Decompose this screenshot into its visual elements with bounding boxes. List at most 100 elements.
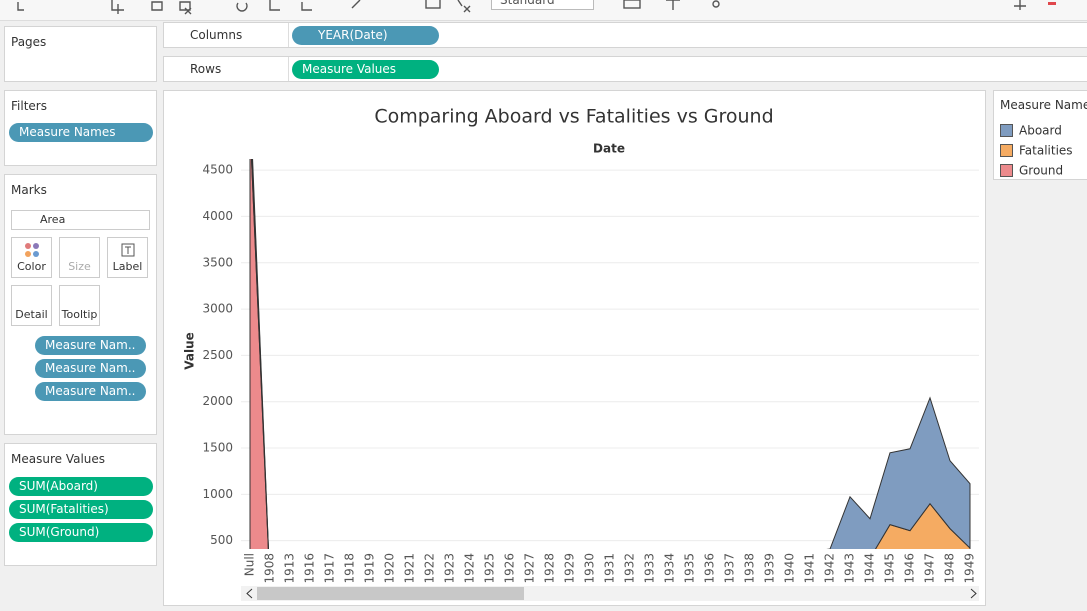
legend-title: Measure Names	[1000, 98, 1087, 112]
x-tick-label: 1928	[543, 553, 557, 584]
card-title: Marks	[11, 183, 47, 197]
y-axis-title: Value	[183, 332, 197, 370]
y-tick-label: 2500	[202, 348, 233, 362]
x-tick-label: 1939	[763, 553, 777, 584]
x-tick-label: 1949	[963, 553, 977, 584]
mark-pill[interactable]: Measure Nam..	[35, 336, 146, 355]
button-label: Label	[112, 260, 143, 273]
size-button[interactable]: Size	[59, 237, 100, 278]
view-dropdown[interactable]: Standard	[491, 0, 594, 10]
card-title: Pages	[11, 35, 47, 49]
tooltip-button[interactable]: Tooltip	[59, 285, 100, 326]
x-tick-label: 1936	[703, 553, 717, 584]
share-icon	[1048, 2, 1056, 5]
rows-shelf: Rows Measure Values	[163, 56, 1087, 82]
mark-pill[interactable]: Measure Nam..	[35, 359, 146, 378]
shelf-label: Rows	[190, 62, 222, 76]
button-label: Size	[68, 260, 91, 273]
measure-values-card: Measure Values SUM(Aboard) SUM(Fatalitie…	[4, 443, 157, 566]
x-tick-label: 1923	[443, 553, 457, 584]
legend-swatch	[1000, 124, 1013, 137]
legend-label: Fatalities	[1019, 143, 1073, 158]
legend-label: Ground	[1019, 163, 1064, 178]
y-tick-label: 3500	[202, 255, 233, 269]
x-tick-label: 1934	[663, 553, 677, 584]
card-title: Filters	[11, 99, 47, 113]
measure-pill[interactable]: SUM(Aboard)	[9, 477, 153, 496]
button-label: Tooltip	[61, 308, 98, 321]
icon	[24, 243, 39, 257]
x-tick-label: 1917	[323, 553, 337, 584]
x-tick-label: 1933	[643, 553, 657, 584]
x-tick-label: 1927	[523, 553, 537, 584]
x-tick-label: Null	[243, 553, 257, 576]
x-tick-label: 1947	[923, 553, 937, 584]
x-tick-label: 1919	[363, 553, 377, 584]
chart-title: Comparing Aboard vs Fatalities vs Ground	[374, 106, 773, 128]
toolbar: Standard	[0, 0, 1087, 21]
legend-entry[interactable]: Aboard	[1000, 123, 1062, 138]
button-label: Color	[17, 260, 46, 273]
chart: Comparing Aboard vs Fatalities vs Ground…	[183, 106, 979, 601]
measure-pill[interactable]: SUM(Ground)	[9, 523, 153, 542]
x-tick-label: 1924	[463, 553, 477, 584]
x-tick-label: 1948	[943, 553, 957, 584]
shelf-label: Columns	[190, 28, 243, 42]
x-tick-label: 1937	[723, 553, 737, 584]
scroll-right[interactable]	[970, 588, 977, 599]
y-tick-label: 1500	[202, 441, 233, 455]
y-tick-label: 500	[210, 533, 233, 547]
columns-pill[interactable]: YEAR(Date)	[292, 26, 439, 45]
rows-pill[interactable]: Measure Values	[292, 60, 439, 79]
detail-button[interactable]: Detail	[11, 285, 52, 326]
legend-card: Measure Names Aboard Fatalities Ground	[993, 90, 1087, 180]
y-tick-label: 4500	[202, 163, 233, 177]
x-tick-label: 1945	[883, 553, 897, 584]
card-title: Measure Values	[11, 452, 106, 466]
mark-pill[interactable]: Measure Nam..	[35, 382, 146, 401]
x-header: Date	[593, 142, 625, 156]
x-tick-label: 1916	[303, 553, 317, 584]
pages-card: Pages	[4, 26, 157, 82]
x-tick-label: 1930	[583, 553, 597, 584]
x-tick-label: 1943	[843, 553, 857, 584]
x-tick-label: 1926	[503, 553, 517, 584]
scrollbar-thumb[interactable]	[257, 587, 524, 600]
x-tick-label: 1944	[863, 553, 877, 584]
icon	[121, 243, 134, 257]
x-tick-label: 1921	[403, 553, 417, 584]
y-tick-label: 1000	[202, 487, 233, 501]
scroll-left[interactable]	[246, 588, 253, 599]
x-tick-label: 1941	[803, 553, 817, 584]
chart-panel: Comparing Aboard vs Fatalities vs Ground…	[163, 90, 986, 606]
legend-entry[interactable]: Ground	[1000, 163, 1064, 178]
x-tick-label: 1940	[783, 553, 797, 584]
legend-label: Aboard	[1019, 123, 1062, 138]
button-label: Detail	[15, 308, 48, 321]
measure-pill[interactable]: SUM(Fatalities)	[9, 500, 153, 519]
x-tick-label: 1925	[483, 553, 497, 584]
area	[251, 159, 971, 549]
legend-entry[interactable]: Fatalities	[1000, 143, 1073, 158]
x-tick-label: 1908	[263, 553, 277, 584]
y-tick-label: 2000	[202, 394, 233, 408]
legend-swatch	[1000, 144, 1013, 157]
mark-type-dropdown[interactable]: Area	[11, 210, 150, 230]
x-tick-label: 1922	[423, 553, 437, 584]
x-tick-label: 1935	[683, 553, 697, 584]
label-button[interactable]: Label	[107, 237, 148, 278]
marks-card: Marks Area Color Size Label Detail Toolt…	[4, 174, 157, 435]
x-tick-label: 1931	[603, 553, 617, 584]
x-tick-label: 1938	[743, 553, 757, 584]
filter-pill[interactable]: Measure Names	[9, 123, 153, 142]
x-tick-label: 1918	[343, 553, 357, 584]
color-button[interactable]: Color	[11, 237, 52, 278]
filters-card: Filters Measure Names	[4, 90, 157, 166]
columns-shelf: Columns YEAR(Date)	[163, 22, 1087, 48]
x-tick-label: 1929	[563, 553, 577, 584]
x-tick-label: 1932	[623, 553, 637, 584]
legend-swatch	[1000, 164, 1013, 177]
y-tick-label: 3000	[202, 302, 233, 316]
y-tick-label: 4000	[202, 209, 233, 223]
